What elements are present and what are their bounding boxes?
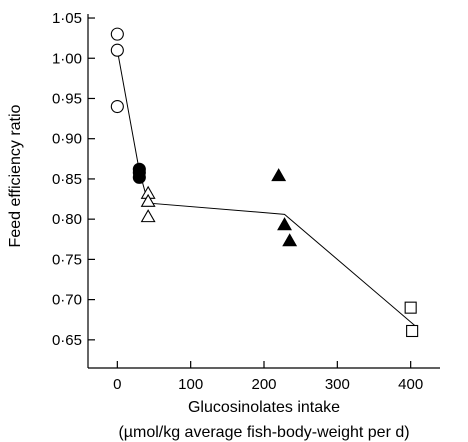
data-points bbox=[110, 27, 419, 338]
x-tick-label: 200 bbox=[251, 376, 276, 393]
x-axis-title-line1: Glucosinolates intake bbox=[188, 399, 340, 416]
y-tick-label: 0·85 bbox=[52, 171, 82, 188]
fit-line bbox=[116, 50, 417, 328]
data-point-circle bbox=[132, 170, 146, 184]
data-point-triangle bbox=[140, 209, 156, 223]
y-tick-label: 1·05 bbox=[52, 10, 82, 27]
fit-line-path bbox=[116, 50, 417, 328]
data-point-square bbox=[406, 324, 419, 338]
data-point-triangle bbox=[277, 217, 292, 231]
data-point-square bbox=[404, 301, 417, 314]
y-tick-label: 1·00 bbox=[52, 50, 82, 67]
x-axis-title-line2: (µmol/kg average fish-body-weight per d) bbox=[118, 424, 409, 441]
y-axis-title: Feed efficiency ratio bbox=[7, 104, 24, 247]
x-tick-label: 300 bbox=[325, 376, 350, 393]
data-point-circle bbox=[110, 27, 124, 41]
y-tick-label: 0·65 bbox=[52, 332, 82, 349]
data-point-circle bbox=[110, 43, 124, 57]
data-point-triangle bbox=[271, 168, 287, 182]
y-tick-label: 0·75 bbox=[52, 251, 82, 268]
data-point-triangle bbox=[140, 193, 156, 207]
y-tick-label: 0·80 bbox=[52, 211, 82, 228]
y-tick-label: 0·90 bbox=[52, 131, 82, 148]
y-tick-label: 0·95 bbox=[52, 90, 82, 107]
y-axis-ticks: 0·65 0·70 0·75 0·80 0·85 0·90 0·95 1·00 1·05 bbox=[52, 10, 95, 349]
plot-axes bbox=[87, 14, 440, 369]
data-point-circle bbox=[110, 99, 124, 114]
y-tick-label: 0·70 bbox=[52, 292, 82, 309]
data-point-triangle bbox=[282, 233, 298, 247]
x-axis-ticks: 0 100 200 300 400 bbox=[113, 361, 423, 393]
x-tick-label: 0 bbox=[113, 376, 121, 393]
x-tick-label: 100 bbox=[178, 376, 203, 393]
x-tick-label: 400 bbox=[398, 376, 423, 393]
